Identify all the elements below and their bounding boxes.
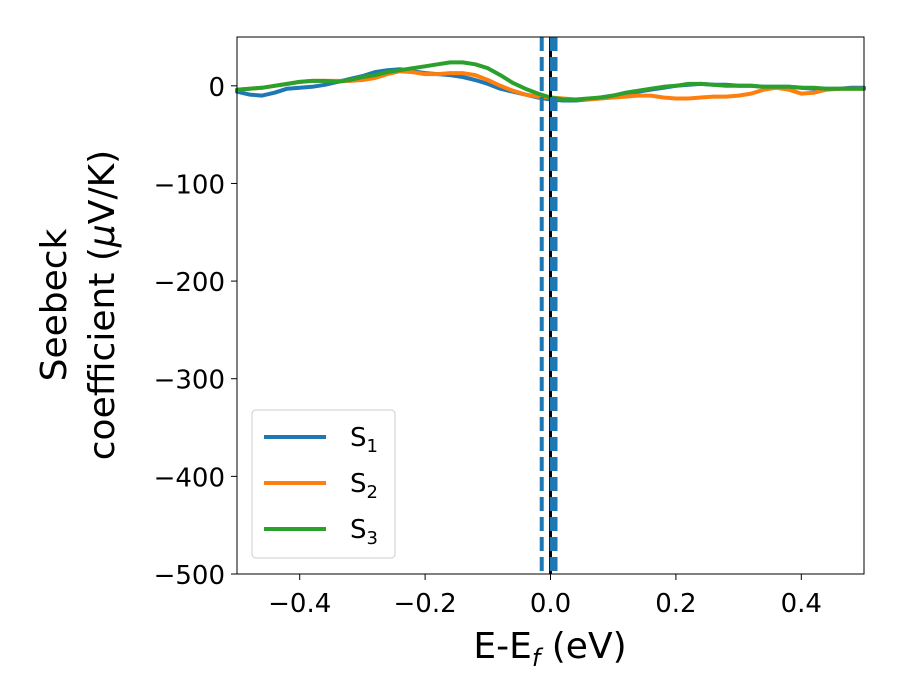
x-axis-ticks: −0.4 −0.2 0.0 0.2 0.4: [268, 574, 822, 619]
y-axis-label-line1: Seebeck: [34, 228, 75, 381]
x-tick-label: 0.2: [655, 589, 696, 619]
x-axis-label-main: E-E: [473, 626, 531, 667]
y-tick-label: −400: [154, 463, 225, 493]
y-tick-label: −100: [154, 170, 225, 200]
x-tick-label: 0.4: [781, 589, 822, 619]
y-tick-label: 0: [208, 73, 225, 103]
legend-label-s1-name: S: [350, 423, 367, 453]
x-tick-label: −0.4: [268, 589, 331, 619]
x-tick-label: 0.0: [530, 589, 571, 619]
y-tick-label: −200: [154, 268, 225, 298]
fermi-level-lines: [539, 37, 558, 574]
legend-label-s2-sub: 2: [367, 482, 378, 503]
y-axis-label-mu: μ: [82, 224, 123, 248]
y-axis-ticks: 0 −100 −200 −300 −400 −500: [154, 73, 237, 591]
y-tick-label: −500: [154, 561, 225, 591]
legend: S1 S2 S3: [251, 409, 396, 559]
legend-label-s1: S1: [350, 423, 378, 457]
y-tick-label: −300: [154, 366, 225, 396]
legend-label-s2: S2: [350, 469, 378, 503]
y-axis-label-unit: V/K): [82, 150, 123, 224]
legend-label-s3-name: S: [350, 515, 367, 545]
y-axis-label-line2: coefficient (μV/K): [82, 150, 123, 460]
x-axis-label-unit: (eV): [540, 626, 626, 667]
y-axis-label-coefficient: coefficient (: [82, 247, 123, 460]
legend-label-s3: S3: [350, 515, 378, 549]
legend-label-s2-name: S: [350, 469, 367, 499]
x-axis-label: E-Ef (eV): [473, 626, 626, 672]
y-axis-label: Seebeck coefficient (μV/K): [34, 150, 123, 460]
x-tick-label: −0.2: [394, 589, 457, 619]
legend-label-s3-sub: 3: [367, 528, 378, 549]
legend-label-s1-sub: 1: [367, 436, 378, 457]
